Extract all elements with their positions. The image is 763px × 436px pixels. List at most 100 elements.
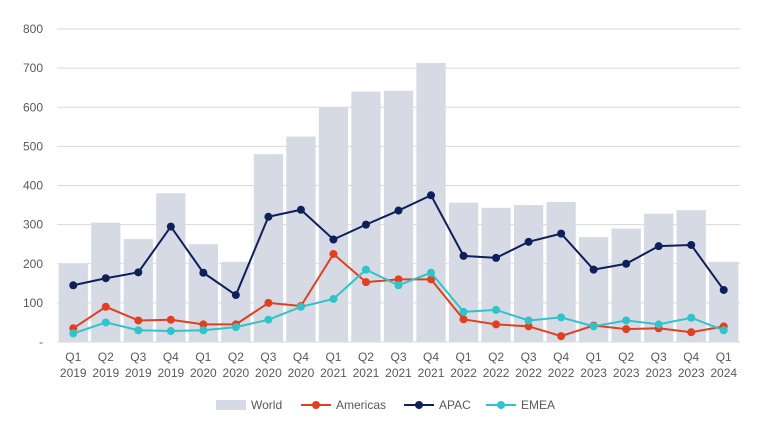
point-emea [361,265,370,274]
point-apac [719,285,728,294]
point-americas [134,316,143,325]
point-emea [329,294,338,303]
x-tick-year: 2021 [418,366,445,380]
x-tick-quarter: Q2 [618,350,634,364]
x-tick-quarter: Q3 [260,350,276,364]
point-apac [622,259,631,268]
legend-marker-americas [312,401,320,409]
x-tick-year: 2022 [450,366,477,380]
point-emea [264,315,273,324]
x-tick-quarter: Q3 [130,350,146,364]
y-tick-label: 400 [23,179,43,193]
bar-world [481,207,511,342]
x-tick-quarter: Q1 [325,350,341,364]
bar-world [611,228,641,342]
point-apac [427,191,436,200]
point-americas [199,320,208,329]
bar-world [123,239,153,342]
x-tick-quarter: Q4 [163,350,179,364]
world-bars [58,63,739,342]
x-tick-year: 2023 [613,366,640,380]
x-tick-quarter: Q1 [716,350,732,364]
legend-marker-apac [415,401,423,409]
x-tick-year: 2021 [385,366,412,380]
x-tick-quarter: Q4 [293,350,309,364]
x-tick-year: 2022 [548,366,575,380]
x-tick-quarter: Q2 [98,350,114,364]
x-tick-quarter: Q4 [683,350,699,364]
x-tick-year: 2022 [515,366,542,380]
point-apac [231,291,240,300]
point-apac [101,274,110,283]
point-americas [492,320,501,329]
point-apac [459,251,468,260]
point-emea [589,322,598,331]
x-axis: Q1 2019 Q2 2019 Q3 2019 Q4 2019 Q1 2020 Q2 2020 Q3 20… [60,350,737,380]
point-apac [492,253,501,262]
bar-world [318,107,349,342]
point-apac [654,242,663,251]
point-emea [231,323,240,332]
point-americas [459,315,468,324]
point-americas [687,328,696,337]
point-emea [687,313,696,322]
point-apac [199,268,208,277]
x-tick-year: 2021 [320,366,347,380]
point-apac [589,265,598,274]
x-tick-quarter: Q1 [456,350,472,364]
point-emea [101,318,110,327]
bar-world [383,90,414,342]
y-tick-label: 100 [23,296,43,310]
point-apac [687,240,696,249]
point-americas [264,298,273,307]
point-emea [69,329,78,338]
y-tick-label: 200 [23,257,43,271]
x-tick-year: 2020 [223,366,250,380]
y-tick-label: 300 [23,218,43,232]
point-americas [394,275,403,284]
y-tick-label: 600 [23,100,43,114]
legend-marker-emea [497,401,505,409]
point-americas [524,322,533,331]
point-emea [166,327,175,336]
x-tick-year: 2024 [710,366,737,380]
point-apac [166,222,175,231]
point-emea [296,302,305,311]
x-tick-year: 2019 [92,366,119,380]
point-americas [427,275,436,284]
x-tick-quarter: Q2 [358,350,374,364]
point-americas [622,325,631,334]
point-apac [134,268,143,277]
x-tick-quarter: Q1 [195,350,211,364]
x-tick-year: 2020 [255,366,282,380]
point-emea [394,281,403,290]
y-tick-label: 800 [23,22,43,36]
point-emea [622,316,631,325]
x-tick-year: 2023 [645,366,672,380]
point-americas [329,249,338,258]
x-tick-quarter: Q1 [586,350,602,364]
point-emea [492,305,501,314]
region-lines [69,191,728,341]
legend-label-americas: Americas [336,398,386,412]
x-tick-year: 2021 [353,366,380,380]
legend-swatch-world [216,400,246,410]
x-tick-quarter: Q2 [488,350,504,364]
y-tick-label: - [39,335,43,349]
bar-world [253,154,284,342]
x-tick-quarter: Q3 [521,350,537,364]
point-apac [557,229,566,238]
point-emea [199,326,208,335]
point-emea [654,320,663,329]
legend: World Americas APAC EMEA [216,398,555,412]
point-apac [329,235,338,244]
y-axis: - 100 200 300 400 500 600 700 800 [23,22,43,349]
point-americas [361,278,370,287]
bar-world [416,63,446,342]
point-emea [427,268,436,277]
y-tick-label: 700 [23,61,43,75]
point-americas [101,302,110,311]
point-emea [719,326,728,335]
